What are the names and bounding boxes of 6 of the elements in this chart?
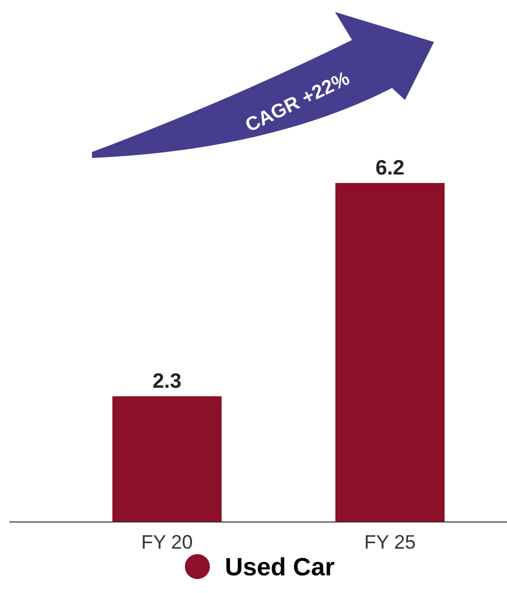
- x-tick-label: FY 25: [366, 535, 415, 549]
- x-tick-label: FY 20: [142, 535, 192, 549]
- legend-label: Used Car: [226, 557, 334, 576]
- data-label: 6.2: [376, 160, 404, 175]
- text: CAGR +22%: [244, 70, 351, 132]
- data-label: 2.3: [153, 373, 181, 388]
